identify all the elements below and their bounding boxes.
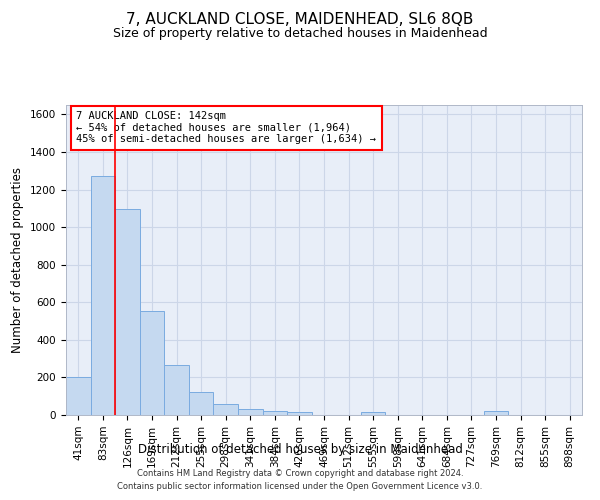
Text: Size of property relative to detached houses in Maidenhead: Size of property relative to detached ho… xyxy=(113,28,487,40)
Text: Contains HM Land Registry data © Crown copyright and database right 2024.: Contains HM Land Registry data © Crown c… xyxy=(137,468,463,477)
Text: 7, AUCKLAND CLOSE, MAIDENHEAD, SL6 8QB: 7, AUCKLAND CLOSE, MAIDENHEAD, SL6 8QB xyxy=(127,12,473,28)
Bar xyxy=(214,404,238,415)
Y-axis label: Number of detached properties: Number of detached properties xyxy=(11,167,25,353)
Bar xyxy=(263,411,287,415)
Bar xyxy=(484,411,508,415)
Bar xyxy=(115,210,140,415)
Bar xyxy=(164,365,189,415)
Bar xyxy=(361,412,385,415)
Bar xyxy=(189,392,214,415)
Bar xyxy=(66,378,91,415)
Text: Contains public sector information licensed under the Open Government Licence v3: Contains public sector information licen… xyxy=(118,482,482,491)
Bar xyxy=(238,409,263,415)
Text: 7 AUCKLAND CLOSE: 142sqm
← 54% of detached houses are smaller (1,964)
45% of sem: 7 AUCKLAND CLOSE: 142sqm ← 54% of detach… xyxy=(76,111,376,144)
Bar xyxy=(140,310,164,415)
Bar xyxy=(91,176,115,415)
Bar xyxy=(287,412,312,415)
Text: Distribution of detached houses by size in Maidenhead: Distribution of detached houses by size … xyxy=(137,442,463,456)
